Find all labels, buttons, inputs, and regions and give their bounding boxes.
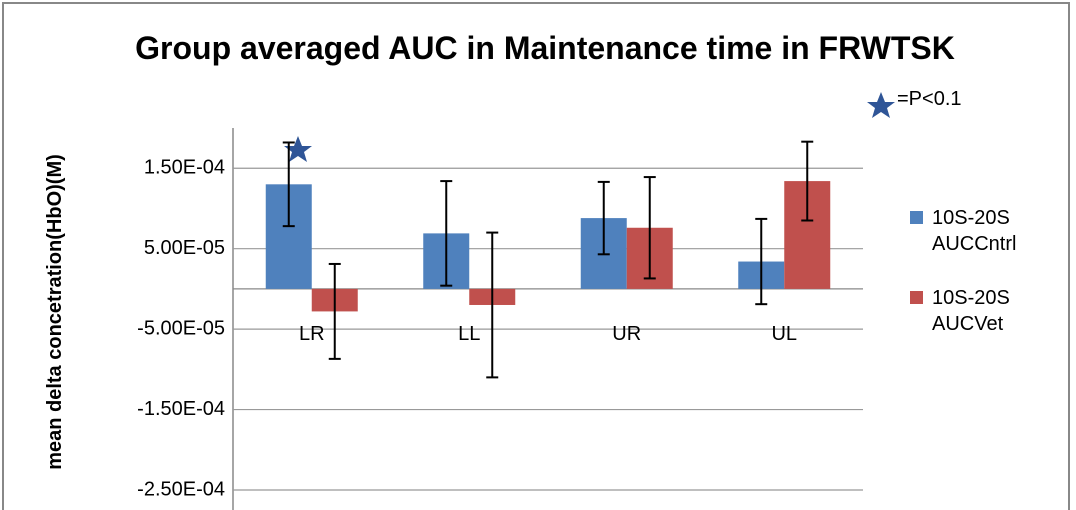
legend-item: 10S-20S AUCCntrl — [910, 205, 1052, 257]
y-tick-label: -5.00E-05 — [137, 317, 225, 339]
legend-label: 10S-20S AUCVet — [932, 287, 1010, 335]
legend-star — [867, 92, 895, 118]
y-tick-label: 5.00E-05 — [144, 237, 225, 259]
y-tick-label: 1.50E-04 — [144, 157, 225, 179]
error-bar — [643, 176, 656, 280]
x-tick-label: LL — [458, 323, 480, 345]
x-tick-label: UR — [612, 323, 641, 345]
error-bar — [328, 262, 341, 360]
significance-star — [284, 136, 312, 162]
legend-swatch — [910, 291, 923, 304]
x-tick-label: LR — [299, 323, 325, 345]
chart-title: Group averaged AUC in Maintenance time i… — [135, 30, 955, 66]
error-bar — [440, 180, 453, 287]
error-bar — [486, 231, 499, 379]
y-axis-label: mean delta concetration(HbO)(M) — [44, 154, 66, 470]
legend-swatch — [910, 211, 923, 224]
y-tick-label: -2.50E-04 — [137, 478, 225, 500]
x-tick-label: UL — [771, 323, 797, 345]
error-bar — [801, 140, 814, 222]
legend-item: 10S-20S AUCVet — [910, 285, 1052, 337]
legend-label: 10S-20S AUCCntrl — [932, 207, 1017, 255]
annotation: =P<0.1 — [897, 88, 962, 110]
error-bar — [755, 217, 768, 306]
error-bar — [597, 180, 610, 256]
y-tick-label: -1.50E-04 — [137, 398, 225, 420]
error-bar — [282, 141, 295, 228]
